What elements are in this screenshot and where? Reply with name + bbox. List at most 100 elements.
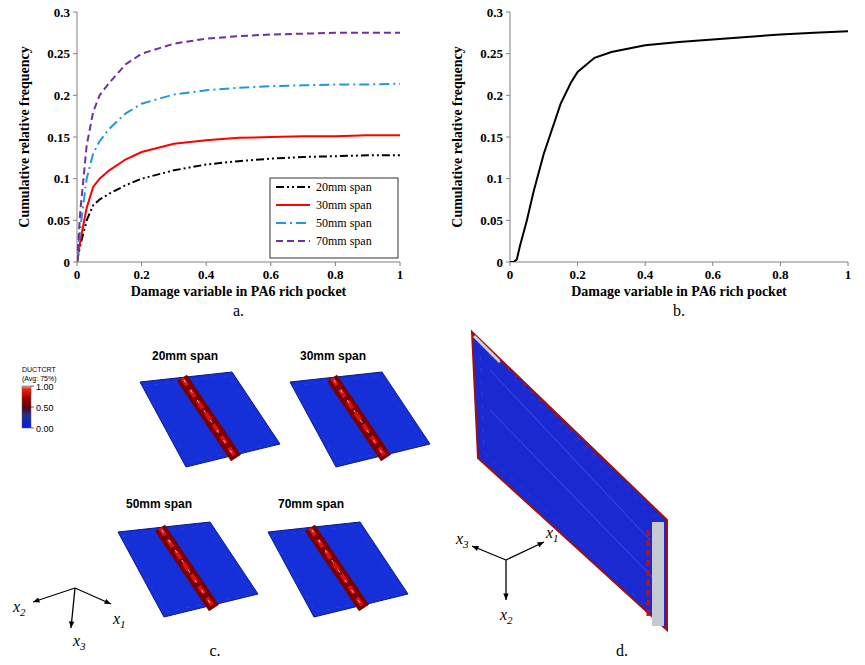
plate [118,522,258,617]
y-tick [73,178,77,179]
triad-axis [33,588,75,602]
x-tick [77,262,78,266]
specimen [472,332,667,630]
colorbar-tick-label: 1.00 [36,382,54,392]
legend-swatch [276,204,310,206]
x-tick [577,262,578,266]
y-tick-label: 0 [497,255,504,270]
triad-arrow [33,597,40,602]
triad-axis [75,588,111,604]
y-tick [73,12,77,13]
colorbar-tick-label: 0.50 [36,403,54,413]
contour-panel-c: DUCTCRT(Avg: 75%)1.000.500.0020mm span30… [12,349,430,659]
y-tick-label: 0.25 [47,46,70,61]
colorbar-title: DUCTCRT [22,366,56,373]
y-tick [73,95,77,96]
specimen-grid [490,410,655,580]
x-tick-label: 0.2 [133,267,149,282]
y-tick-label: 0.3 [54,5,71,20]
plot-title: 20mm span [152,349,218,363]
x-tick-label: 0.2 [569,267,585,282]
plot-title: 70mm span [278,497,344,511]
damage-highlight [162,530,212,606]
legend: 20mm span30mm span50mm span70mm span [270,178,398,258]
triad-axis [506,542,544,560]
triad-arrow [472,546,479,551]
y-tick [506,53,510,54]
damage-band [182,378,236,458]
triad-label: x3 [72,632,86,652]
damage-highlight [184,380,234,456]
x-axis-title: Damage variable in PA6 rich pocket [571,284,787,299]
x-tick-label: 0.8 [327,267,344,282]
y-tick [73,220,77,221]
x-tick-label: 0 [507,267,514,282]
y-tick [506,220,510,221]
triad-index: 1 [553,532,559,544]
x-tick [645,262,646,266]
triad-arrow [503,594,508,600]
x-tick-label: 0.4 [198,267,215,282]
series-line [77,33,400,262]
colorbar-tick [31,386,34,387]
damage-highlight [334,380,384,456]
y-tick-label: 0.15 [47,130,70,145]
x-tick-label: 1 [397,267,404,282]
damage-core [310,528,364,608]
triad-index: 1 [120,618,126,630]
series-line [77,84,400,262]
x-tick [270,262,271,266]
x-tick [510,262,511,266]
series-line [77,155,400,262]
x-tick-label: 0.4 [637,267,654,282]
y-tick-label: 0.2 [54,88,70,103]
colorbar-tick-label: 0.00 [36,424,54,434]
y-tick [506,12,510,13]
series-line [77,135,400,262]
x-tick [141,262,142,266]
legend-label: 70mm span [316,234,372,248]
triad-label: x1 [545,524,559,544]
y-tick-label: 0.05 [480,213,503,228]
damage-band [310,528,364,608]
y-tick [506,262,510,263]
triad-arrow [104,599,111,604]
triad-index: 3 [462,538,469,550]
x-tick [848,262,849,266]
edge-damage [555,395,575,420]
colorbar [22,386,31,428]
y-tick-label: 0.1 [54,171,70,186]
y-tick-label: 0.25 [480,46,503,61]
x-axis [510,262,848,263]
edge-damage [474,336,500,362]
y-tick [73,137,77,138]
contour-panel-d: x3x2x1d. [455,332,667,659]
triad-label: x1 [112,610,126,630]
y-tick [506,95,510,96]
x-tick [335,262,336,266]
x-axis-title: Damage variable in PA6 rich pocket [131,284,347,299]
plate-grid [144,376,274,462]
triad-index: 3 [79,640,86,652]
y-tick [506,137,510,138]
series-line [510,31,848,262]
edge-damage [652,522,664,626]
x-axis [77,262,400,263]
y-tick-label: 0.15 [480,130,503,145]
legend-swatch [276,222,310,224]
y-tick-label: 0.05 [47,213,70,228]
triad-axis [472,546,506,560]
y-tick-label: 0.1 [487,171,503,186]
damage-band [160,528,214,608]
plate [140,372,280,467]
damage-band [332,378,386,458]
x-tick [712,262,713,266]
plot-title: 50mm span [126,497,192,511]
legend-box [270,178,398,258]
x-tick [780,262,781,266]
triad-arrow [69,621,74,628]
specimen-grid [480,346,660,620]
plate [268,522,408,617]
y-tick [73,262,77,263]
y-tick [73,53,77,54]
